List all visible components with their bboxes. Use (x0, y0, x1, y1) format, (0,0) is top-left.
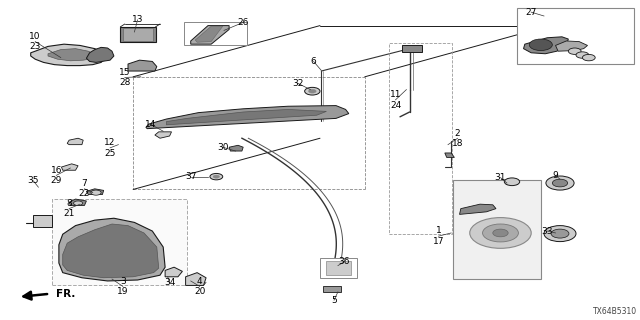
Text: 1
17: 1 17 (433, 227, 444, 246)
Text: 34: 34 (164, 278, 175, 287)
Text: 6: 6 (311, 57, 316, 66)
Polygon shape (61, 164, 78, 170)
Polygon shape (166, 109, 326, 125)
Text: 12
25: 12 25 (104, 138, 116, 157)
Text: 27: 27 (525, 8, 537, 17)
Polygon shape (191, 26, 229, 44)
Polygon shape (195, 26, 223, 42)
Text: 37: 37 (185, 172, 196, 181)
Circle shape (546, 176, 574, 190)
Text: 16
29: 16 29 (51, 166, 62, 185)
Text: 8
21: 8 21 (63, 199, 75, 218)
Polygon shape (86, 47, 114, 62)
Circle shape (74, 201, 83, 205)
Text: 14: 14 (145, 120, 156, 129)
Circle shape (213, 175, 220, 178)
Text: 33: 33 (541, 227, 553, 236)
Circle shape (308, 89, 316, 93)
Text: FR.: FR. (56, 289, 76, 299)
Circle shape (493, 229, 508, 237)
Polygon shape (146, 106, 349, 129)
Polygon shape (556, 184, 566, 189)
Text: 30: 30 (217, 143, 228, 152)
Text: 2
18: 2 18 (452, 129, 463, 148)
Text: 11
24: 11 24 (390, 90, 401, 109)
Circle shape (544, 226, 576, 242)
Polygon shape (48, 49, 96, 61)
Text: 31: 31 (495, 173, 506, 182)
Text: 32: 32 (292, 79, 303, 88)
Polygon shape (186, 273, 206, 285)
Text: 4
20: 4 20 (194, 277, 205, 296)
Polygon shape (165, 267, 182, 277)
Text: TX64B5310: TX64B5310 (593, 307, 637, 316)
Polygon shape (229, 145, 243, 151)
Bar (326, 261, 351, 275)
Circle shape (551, 229, 569, 238)
Polygon shape (524, 37, 568, 54)
Bar (323, 286, 341, 292)
Text: 5: 5 (332, 296, 337, 305)
Polygon shape (445, 153, 454, 157)
Circle shape (552, 179, 568, 187)
Polygon shape (63, 224, 159, 278)
Polygon shape (460, 204, 496, 214)
Bar (184, 22, 247, 45)
Text: 15
28: 15 28 (119, 68, 131, 87)
Bar (453, 180, 541, 279)
Text: 26: 26 (237, 18, 249, 27)
Bar (517, 8, 634, 64)
Circle shape (568, 48, 581, 54)
Text: 3
19: 3 19 (117, 277, 129, 296)
Polygon shape (556, 41, 588, 51)
Bar (52, 199, 187, 285)
Circle shape (483, 224, 518, 242)
Circle shape (305, 87, 320, 95)
Bar (33, 215, 52, 227)
Bar (120, 27, 156, 42)
Text: 7
22: 7 22 (79, 179, 90, 198)
Circle shape (91, 190, 101, 195)
Circle shape (529, 39, 552, 51)
Text: 36: 36 (339, 257, 350, 266)
Polygon shape (69, 199, 86, 205)
Polygon shape (59, 218, 165, 281)
Text: 35: 35 (28, 176, 39, 185)
Circle shape (210, 173, 223, 180)
Circle shape (470, 218, 531, 248)
Circle shape (576, 52, 589, 58)
Text: 9: 9 (553, 171, 558, 180)
Text: 13: 13 (132, 15, 143, 24)
Bar (402, 45, 422, 52)
Polygon shape (128, 60, 157, 71)
Bar (389, 43, 452, 234)
Text: 10
23: 10 23 (29, 32, 41, 51)
Bar (123, 28, 153, 41)
Circle shape (504, 178, 520, 186)
Circle shape (582, 54, 595, 61)
Polygon shape (506, 180, 517, 184)
Polygon shape (67, 138, 83, 145)
Polygon shape (31, 44, 106, 66)
Polygon shape (155, 132, 172, 138)
Polygon shape (86, 189, 104, 195)
Bar (320, 258, 357, 278)
